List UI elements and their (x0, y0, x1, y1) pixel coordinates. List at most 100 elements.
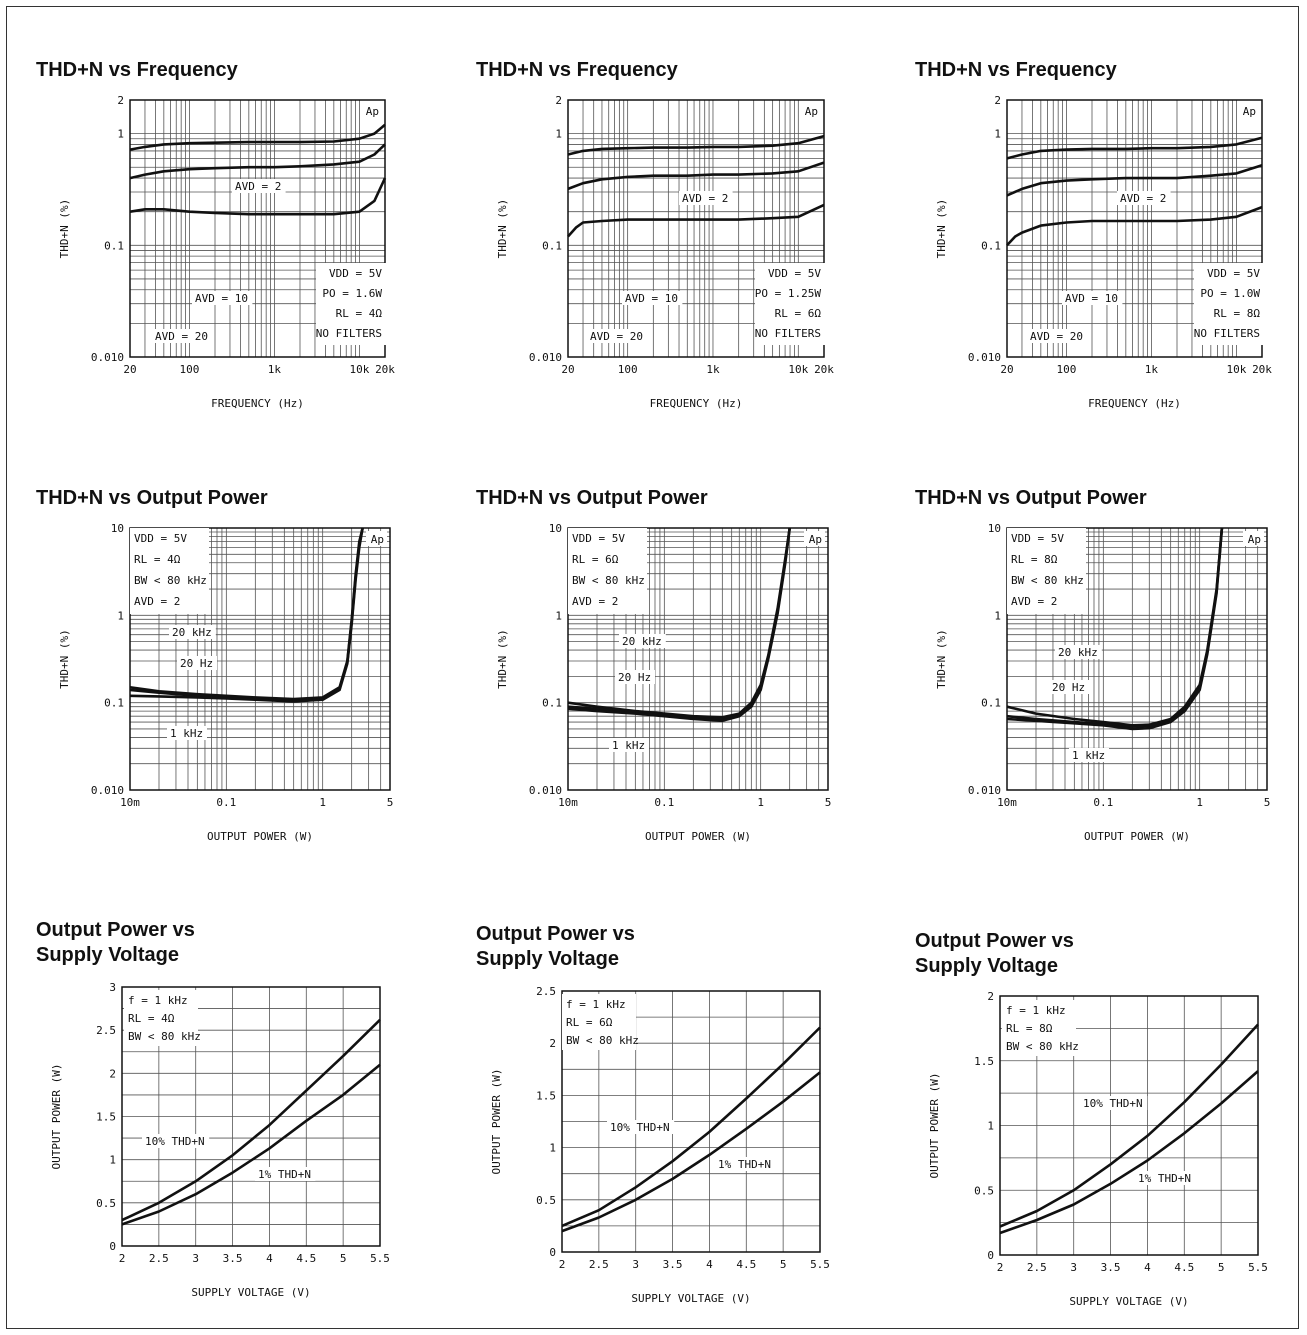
series-line (129, 177, 387, 216)
x-tick-label: 5.5 (1248, 1261, 1268, 1274)
chart-c3: 20 100 1k 10k 20k 0.010 0.1 1 2 FREQUENCY (Hz) THD… (935, 94, 1272, 410)
y-tick-label: 1 (117, 609, 124, 622)
chart-c9: 2 2.5 3 3.5 4 4.5 5 5.5 0 0.5 1 1.5 2 SUPPLY VOLTAGE … (928, 990, 1268, 1308)
series-line (1006, 164, 1263, 197)
y-tick-label: 10 (111, 522, 124, 535)
series-line (561, 1026, 821, 1228)
curve-label: AVD = 2 (682, 192, 728, 205)
x-tick-label: 2.5 (589, 1258, 609, 1271)
corner-label: Ap (805, 105, 818, 118)
conditions-bg (130, 528, 209, 614)
condition-label: f = 1 kHz (1006, 1004, 1066, 1017)
x-tick-label: 3 (192, 1252, 199, 1265)
x-tick-label: 1k (1145, 363, 1159, 376)
chart-title: Output Power vs Supply Voltage (915, 930, 1074, 977)
corner-label-bg (361, 103, 382, 118)
x-tick-label: 10k (788, 363, 808, 376)
corner-label-bg (804, 531, 825, 546)
corner-label: Ap (1243, 105, 1256, 118)
curve-label: AVD = 2 (235, 180, 281, 193)
curve-label: 1% THD+N (258, 1168, 311, 1181)
series-line (1006, 205, 1263, 247)
x-axis-label: OUTPUT POWER (W) (645, 830, 751, 843)
x-tick-label: 100 (1056, 363, 1076, 376)
curve-label: AVD = 20 (1030, 330, 1083, 343)
condition-label: VDD = 5V (1011, 532, 1064, 545)
y-tick-label: 2 (117, 94, 124, 107)
x-tick-label: 3 (632, 1258, 639, 1271)
curve-label: 20 Hz (1052, 681, 1085, 694)
x-tick-label: 4.5 (1174, 1261, 1194, 1274)
chart-title: Output Power vs Supply Voltage (36, 919, 195, 966)
x-tick-label: 10m (120, 796, 140, 809)
conditions-bg (755, 263, 825, 345)
y-tick-label: 2.5 (536, 985, 556, 998)
curve-label: 1% THD+N (1138, 1172, 1191, 1185)
y-tick-label: 0.010 (968, 784, 1001, 797)
condition-label: AVD = 2 (572, 595, 618, 608)
y-tick-label: 0.1 (981, 239, 1001, 252)
curve-label-bg (232, 179, 286, 193)
series-line (567, 203, 825, 238)
x-axis-label: SUPPLY VOLTAGE (V) (1069, 1295, 1188, 1308)
conditions-box: f = 1 kHz RL = 6Ω BW < 80 kHz (562, 994, 639, 1050)
curve-label: 10% THD+N (610, 1121, 670, 1134)
y-tick-label: 1.5 (974, 1055, 994, 1068)
curve-label-bg (1117, 191, 1171, 205)
curve-label: 20 kHz (622, 635, 662, 648)
curve-label-bg (1080, 1096, 1148, 1110)
series-line (121, 1063, 381, 1226)
y-tick-label: 2 (994, 94, 1001, 107)
plot-area-border (999, 995, 1259, 1256)
curve-label-bg (1027, 329, 1088, 343)
y-tick-label: 1 (555, 609, 562, 622)
y-axis-label: THD+N (%) (58, 629, 71, 689)
curve-label: AVD = 2 (1120, 192, 1166, 205)
x-tick-label: 0.1 (216, 796, 236, 809)
x-axis-label: FREQUENCY (Hz) (211, 397, 304, 410)
curve-label-bg (715, 1157, 776, 1171)
curve-label-bg (619, 634, 666, 648)
x-axis-label: SUPPLY VOLTAGE (V) (631, 1292, 750, 1305)
conditions-bg (124, 990, 198, 1046)
x-tick-label: 0.1 (1093, 796, 1113, 809)
condition-label: BW < 80 kHz (128, 1030, 201, 1043)
corner-label-bg (800, 103, 821, 118)
curve-label: 1 kHz (170, 727, 203, 740)
curve-label-bg (679, 191, 733, 205)
curve-label-bg (167, 726, 207, 740)
condition-label: BW < 80 kHz (134, 574, 207, 587)
conditions-bg (1007, 528, 1086, 614)
condition-label: RL = 8Ω (1006, 1022, 1053, 1035)
curve-label-bg (1049, 680, 1089, 694)
series-line (121, 1018, 381, 1222)
curve-label-bg (607, 1120, 675, 1134)
x-tick-label: 1k (706, 363, 720, 376)
y-tick-label: 1 (994, 128, 1001, 141)
y-tick-label: 0.1 (104, 239, 124, 252)
chart-title: THD+N vs Output Power (915, 487, 1147, 509)
y-tick-label: 10 (988, 522, 1001, 535)
y-tick-label: 0.1 (542, 239, 562, 252)
condition-label: AVD = 2 (1011, 595, 1057, 608)
x-axis-label: SUPPLY VOLTAGE (V) (191, 1286, 310, 1299)
plot-area-border (567, 527, 829, 791)
y-tick-label: 1 (987, 1120, 994, 1133)
y-tick-label: 0.1 (981, 697, 1001, 710)
chart-c4: 10m 0.1 1 5 0.010 0.1 1 10 OUTPUT POWER (W) THD+N… (58, 522, 393, 843)
condition-label: RL = 8Ω (1011, 553, 1058, 566)
curve-label: 20 kHz (1058, 646, 1098, 659)
x-axis-label: OUTPUT POWER (W) (1084, 830, 1190, 843)
x-tick-label: 4.5 (736, 1258, 756, 1271)
curve-label: AVD = 20 (590, 330, 643, 343)
y-axis-label: THD+N (%) (935, 629, 948, 689)
x-tick-label: 10m (997, 796, 1017, 809)
condition-label: RL = 6Ω (566, 1016, 613, 1029)
curve-label-bg (152, 329, 213, 343)
curve-label: 1 kHz (612, 739, 645, 752)
curve-label-bg (255, 1167, 316, 1181)
curve-label: 10% THD+N (1083, 1097, 1143, 1110)
page-frame (6, 6, 1299, 1329)
corner-label: Ap (366, 105, 379, 118)
curve-label-bg (622, 291, 683, 305)
